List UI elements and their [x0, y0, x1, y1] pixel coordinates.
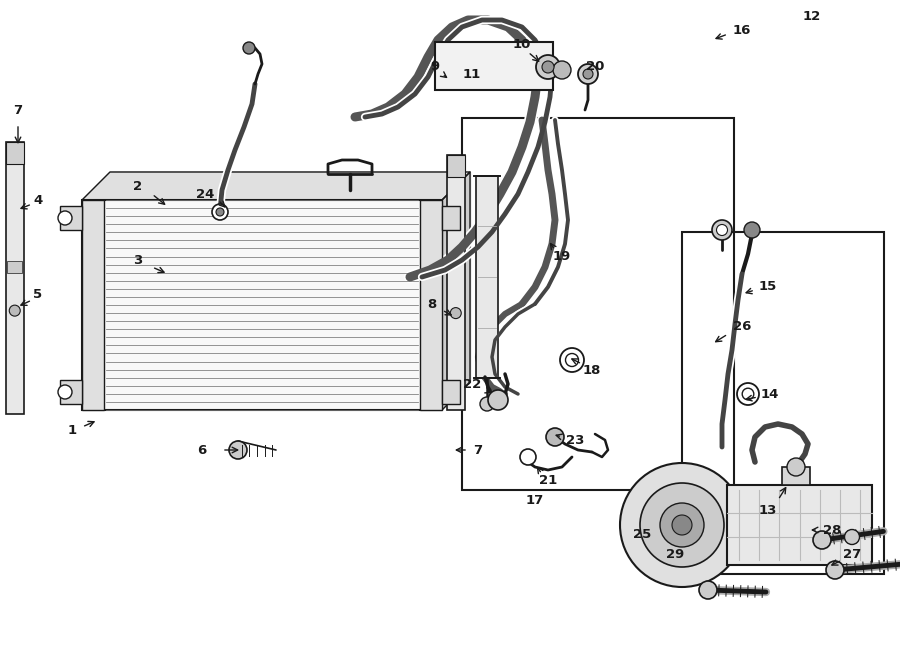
Polygon shape [82, 172, 470, 200]
Bar [6, 142, 23, 164]
Text: 14: 14 [760, 387, 779, 401]
Text: 10: 10 [513, 38, 531, 50]
Text: 3: 3 [133, 254, 142, 267]
Circle shape [212, 204, 228, 220]
Text: 4: 4 [33, 193, 42, 207]
Text: 21: 21 [539, 473, 557, 487]
Circle shape [546, 428, 564, 446]
Text: 24: 24 [196, 187, 214, 201]
Text: 18: 18 [583, 363, 601, 377]
Bar [727, 485, 872, 565]
Circle shape [744, 222, 760, 238]
Bar [782, 467, 810, 485]
Bar [447, 155, 464, 410]
Text: 12: 12 [803, 11, 821, 23]
Circle shape [58, 211, 72, 225]
Circle shape [9, 305, 20, 316]
Circle shape [565, 354, 579, 367]
Circle shape [660, 503, 704, 547]
Text: 27: 27 [843, 547, 861, 561]
Bar [435, 42, 553, 90]
Circle shape [450, 308, 461, 318]
Circle shape [620, 463, 744, 587]
Text: 16: 16 [733, 23, 751, 36]
Circle shape [520, 449, 536, 465]
Text: 11: 11 [463, 68, 482, 81]
Circle shape [583, 69, 593, 79]
Text: 8: 8 [428, 297, 436, 310]
Text: 7: 7 [473, 444, 482, 457]
Bar [682, 232, 884, 574]
Text: 9: 9 [430, 60, 439, 73]
Circle shape [813, 531, 831, 549]
Bar [82, 200, 104, 410]
Text: 2: 2 [133, 181, 142, 193]
Circle shape [229, 441, 247, 459]
Circle shape [560, 348, 584, 372]
Circle shape [216, 208, 224, 216]
Text: 15: 15 [759, 281, 777, 293]
Circle shape [480, 397, 494, 411]
Text: 5: 5 [33, 287, 42, 301]
Circle shape [542, 61, 554, 73]
Text: 22: 22 [463, 377, 482, 391]
Circle shape [536, 55, 560, 79]
Text: 20: 20 [586, 60, 604, 73]
Circle shape [488, 390, 508, 410]
Text: 28: 28 [823, 524, 842, 536]
Bar [476, 176, 498, 378]
Text: 19: 19 [553, 250, 572, 263]
Circle shape [58, 385, 72, 399]
Text: 25: 25 [633, 528, 651, 540]
Text: 26: 26 [733, 320, 751, 334]
Bar [447, 155, 464, 177]
Circle shape [737, 383, 759, 405]
Bar [442, 206, 460, 230]
Bar [6, 142, 23, 414]
Circle shape [553, 61, 571, 79]
Circle shape [742, 388, 754, 400]
Text: 29: 29 [666, 547, 684, 561]
Text: 23: 23 [566, 434, 584, 446]
Text: 6: 6 [197, 444, 207, 457]
Polygon shape [442, 172, 470, 410]
Circle shape [826, 561, 844, 579]
Circle shape [787, 458, 805, 476]
Text: 1: 1 [68, 424, 76, 436]
Circle shape [640, 483, 724, 567]
Bar [60, 206, 82, 230]
Bar [60, 380, 82, 404]
Bar [442, 380, 460, 404]
Circle shape [844, 530, 860, 545]
Text: 17: 17 [526, 493, 544, 506]
Bar [7, 261, 22, 273]
Text: 7: 7 [14, 103, 22, 117]
Circle shape [578, 64, 598, 84]
Circle shape [712, 220, 732, 240]
Circle shape [716, 224, 727, 236]
Text: 13: 13 [759, 504, 778, 516]
Bar [462, 118, 734, 490]
Circle shape [243, 42, 255, 54]
Circle shape [699, 581, 717, 599]
Bar [82, 200, 442, 410]
Circle shape [672, 515, 692, 535]
Bar [420, 200, 442, 410]
